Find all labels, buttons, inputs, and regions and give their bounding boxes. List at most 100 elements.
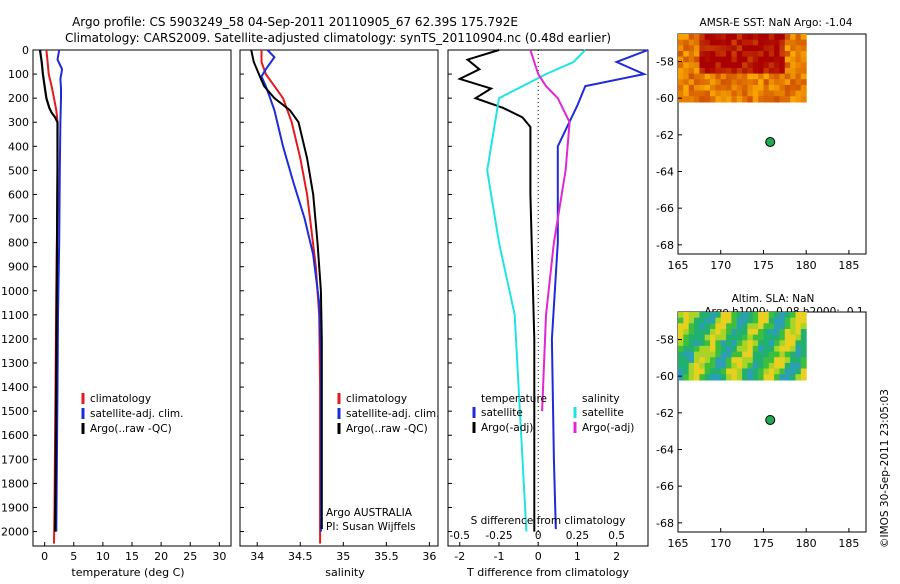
map-field-cell <box>784 312 791 319</box>
map-ytick-label: -66 <box>656 202 674 215</box>
map-field-cell <box>699 90 706 97</box>
map-field-cell <box>683 357 690 364</box>
map-field-cell <box>742 340 748 347</box>
map-field-cell <box>800 96 807 103</box>
map-field-cell <box>779 345 786 353</box>
map-field-cell <box>747 90 754 97</box>
map-field-cell <box>742 357 748 364</box>
sla-map-area: 165 170 175 180 185 -58 -60 -62 -64 -66 -68 <box>656 311 867 550</box>
map-field-cell <box>694 357 700 364</box>
difference-top-tick-label: 0.25 <box>566 530 589 542</box>
map-field-cell <box>731 56 738 63</box>
map-ytick-label: -60 <box>656 370 674 383</box>
map-field-cell <box>720 368 727 375</box>
map-field-cell <box>742 96 748 103</box>
map-field-cell <box>774 79 780 86</box>
map-field-cell <box>790 340 797 347</box>
map-field-cell <box>763 334 770 341</box>
depth-tick-label: 1400 <box>1 381 29 394</box>
map-field-cell <box>731 323 738 330</box>
map-field-cell <box>720 312 727 319</box>
depth-tick-label: 1100 <box>1 309 29 322</box>
map-field-cell <box>763 374 770 381</box>
map-field-cell <box>720 323 727 330</box>
map-xtick-label: 175 <box>753 537 774 550</box>
temperature-legend-label-1: satellite-adj. clim. <box>90 408 183 420</box>
map-field-cell <box>763 51 770 58</box>
map-field-cell <box>720 340 727 347</box>
map-field-cell <box>795 39 802 46</box>
map-field-cell <box>779 34 786 41</box>
map-field-cell <box>683 368 690 375</box>
map-field-cell <box>790 357 797 364</box>
map-field-cell <box>742 67 748 75</box>
map-field-cell <box>699 345 706 353</box>
map-field-cell <box>726 368 732 375</box>
map-field-cell <box>779 374 786 381</box>
map-field-cell <box>720 96 727 103</box>
map-field-cell <box>800 351 807 358</box>
map-field-cell <box>683 45 690 52</box>
map-field-cell <box>736 334 743 341</box>
map-field-cell <box>779 67 786 75</box>
map-field-cell <box>790 374 797 381</box>
map-field-cell <box>742 34 748 41</box>
map-field-cell <box>774 351 780 358</box>
map-field-cell <box>736 351 743 358</box>
map-field-cell <box>752 51 759 58</box>
map-field-cell <box>742 323 748 330</box>
map-field-cell <box>731 45 738 52</box>
difference-series-temperature-argo <box>457 49 536 532</box>
map-field-cell <box>747 56 754 63</box>
map-field-cell <box>731 334 738 341</box>
map-field-cell <box>774 334 780 341</box>
map-field-cell <box>710 67 716 75</box>
sst-map-title: AMSR-E SST: NaN Argo: -1.04 <box>700 17 853 29</box>
legend-temperature-heading: temperature <box>481 393 547 405</box>
map-field-cell <box>694 374 700 381</box>
map-field-cell <box>678 90 684 97</box>
salinity-xtick-label: 35.5 <box>374 550 399 563</box>
temperature-panel: 0 5 10 15 20 25 30 climatology satellite-adj. cl… <box>1 44 232 579</box>
map-field-cell <box>726 73 732 80</box>
map-field-cell <box>752 374 759 381</box>
map-field-cell <box>774 84 780 92</box>
map-field-cell <box>768 323 775 330</box>
map-field-cell <box>752 334 759 341</box>
map-field-cell <box>704 312 711 319</box>
map-field-cell <box>795 329 802 336</box>
map-field-cell <box>678 362 684 370</box>
map-field-cell <box>699 368 706 375</box>
map-field-cell <box>731 84 738 92</box>
map-field-cell <box>683 90 690 97</box>
depth-tick-label: 1900 <box>1 501 29 514</box>
salinity-legend-label-2: Argo(..raw -QC) <box>346 423 428 435</box>
map-field-cell <box>683 312 690 319</box>
map-field-cell <box>763 39 770 46</box>
map-field-cell <box>747 39 754 46</box>
map-xtick-label: 185 <box>838 537 859 550</box>
map-field-cell <box>683 340 690 347</box>
depth-tick-label: 600 <box>8 188 29 201</box>
depth-tick-label: 700 <box>8 213 29 226</box>
map-xtick-label: 165 <box>668 537 689 550</box>
map-field-cell <box>731 357 738 364</box>
map-field-cell <box>704 368 711 375</box>
map-field-cell <box>752 362 759 370</box>
map-field-cell <box>742 368 748 375</box>
map-field-cell <box>768 345 775 353</box>
salinity-axes-frame <box>239 49 439 547</box>
map-field-cell <box>715 56 722 63</box>
map-field-cell <box>731 51 738 58</box>
map-field-cell <box>800 79 807 86</box>
map-field-cell <box>763 67 770 75</box>
map-field-cell <box>800 51 807 58</box>
map-field-cell <box>784 368 791 375</box>
map-ytick-label: -58 <box>656 334 674 347</box>
map-field-cell <box>752 96 759 103</box>
map-field-cell <box>790 90 797 97</box>
map-field-cell <box>699 317 706 324</box>
map-field-cell <box>731 368 738 375</box>
depth-tick-label: 0 <box>22 44 29 57</box>
map-field-cell <box>774 73 780 80</box>
